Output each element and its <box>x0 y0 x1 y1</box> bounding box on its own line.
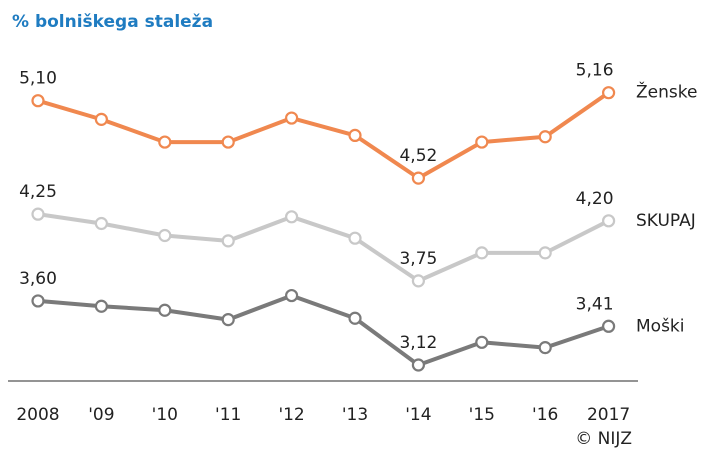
point <box>221 135 235 149</box>
point <box>475 246 489 260</box>
point <box>221 313 235 327</box>
x-tick-label: '15 <box>469 405 495 425</box>
point <box>158 228 172 243</box>
point <box>94 112 109 126</box>
point <box>601 86 616 100</box>
source: © NIJZ <box>575 429 632 449</box>
point <box>538 341 552 355</box>
x-tick-label: '09 <box>88 405 114 425</box>
series-label: Moški <box>636 316 685 336</box>
point <box>411 358 425 372</box>
point <box>31 294 45 308</box>
point <box>538 246 552 260</box>
point <box>285 210 299 224</box>
point <box>348 128 362 142</box>
data-label: 4,52 <box>399 146 437 166</box>
x-tick-label: '10 <box>152 405 178 425</box>
x-tick-label: '12 <box>278 405 304 425</box>
point <box>475 135 489 149</box>
series-line <box>37 212 610 283</box>
point <box>411 274 425 288</box>
data-label: 3,60 <box>19 269 57 289</box>
point <box>31 94 45 108</box>
point <box>348 231 362 245</box>
point <box>31 207 45 221</box>
data-label: 5,16 <box>576 61 614 81</box>
data-label: 5,10 <box>19 69 57 89</box>
point <box>285 111 299 125</box>
x-tick-label: '16 <box>532 405 558 425</box>
series-line <box>37 293 610 367</box>
data-label: 4,20 <box>576 189 614 209</box>
x-tick-label: '14 <box>405 405 431 425</box>
x-tick-label: '11 <box>215 405 241 425</box>
data-label: 3,41 <box>576 294 614 314</box>
series-label: SKUPAJ <box>636 211 696 231</box>
point <box>348 311 362 325</box>
data-label: 4,25 <box>19 182 57 202</box>
chart-title: % bolniškega staleža <box>12 12 213 32</box>
point <box>221 234 235 248</box>
x-tick-label: '13 <box>342 405 368 425</box>
point <box>158 303 172 317</box>
point <box>475 335 489 349</box>
point <box>158 135 172 149</box>
series-line <box>37 91 610 181</box>
point <box>601 214 616 228</box>
point <box>285 288 299 303</box>
point <box>94 216 109 231</box>
x-tick-label: 2008 <box>16 405 59 425</box>
data-label: 3,75 <box>399 249 437 269</box>
point <box>601 319 616 333</box>
point <box>411 171 425 185</box>
series-label: Ženske <box>636 81 697 103</box>
x-tick-label: 2017 <box>587 405 630 425</box>
point <box>538 130 552 144</box>
point <box>94 299 109 313</box>
data-label: 3,12 <box>399 333 437 353</box>
